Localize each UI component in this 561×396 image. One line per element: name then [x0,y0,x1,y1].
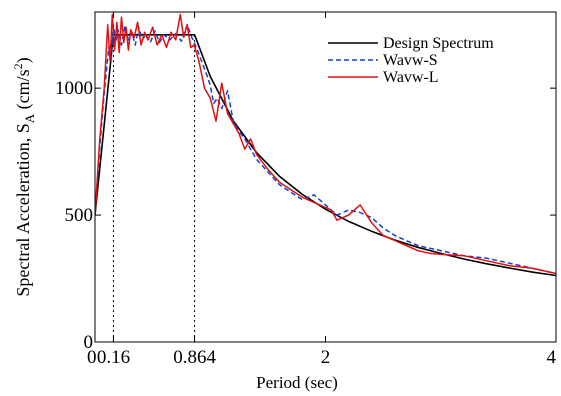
y-tick-label-0: 0 [84,332,94,353]
y-axis-title-unit-sup: 2 [11,63,25,69]
reference-lines [112,34,196,342]
y-axis-title-unit: (cm/s [13,69,34,114]
legend-label-0: Design Spectrum [383,35,494,52]
y-tick-label-1: 500 [65,205,94,226]
x-axis-title: Period (sec) [256,373,338,392]
x-tick-label-1: 0.16 [97,347,130,368]
y-axis-title: Spectral Acceleration, SA (cm/s2) [11,57,37,296]
y-tick-label-2: 1000 [55,78,93,99]
series-group [95,13,556,277]
series-line-1 [95,23,556,275]
y-axis-title-unit-close: ) [13,57,34,63]
x-tick-label-4: 4 [547,347,557,368]
y-axis-title-main: Spectral Acceleration, S [13,123,33,296]
legend-label-1: Wavw-S [383,52,438,69]
x-tick-label-0: 0 [87,347,97,368]
series-line-0 [95,33,556,277]
x-tick-label-3: 2 [321,347,331,368]
plot-frame [94,11,557,343]
series-line-2 [95,13,556,275]
y-axis-title-sub: A [22,113,37,123]
y-tick-labels: 0 500 1000 [55,78,93,353]
x-tick-label-2: 0.864 [173,347,216,368]
axis-ticks [94,12,557,343]
legend-label-2: Wavw-L [383,69,439,86]
x-tick-labels: 0 0.16 0.864 2 4 [87,347,557,368]
